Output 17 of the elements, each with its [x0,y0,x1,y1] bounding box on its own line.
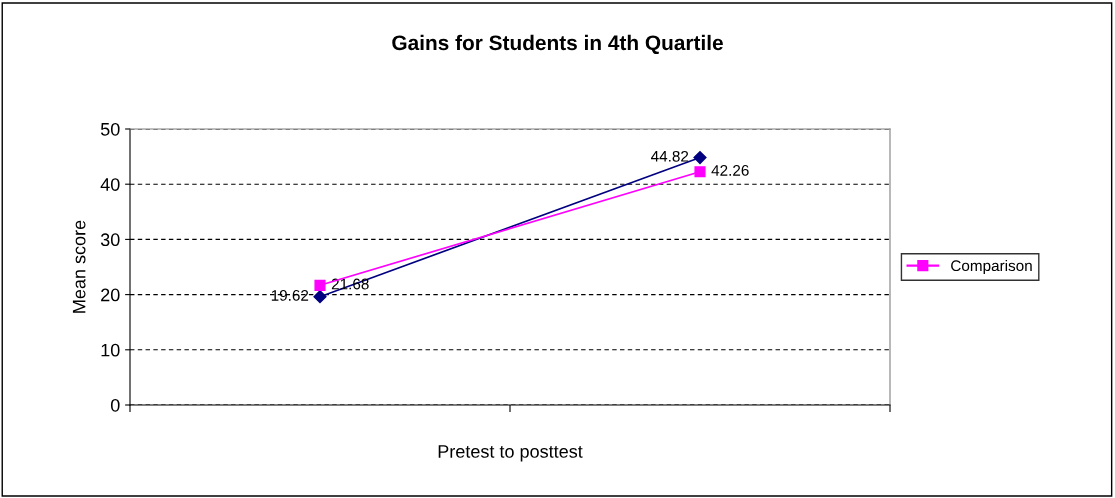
legend-label: Comparison [951,259,1032,275]
chart-title: Gains for Students in 4th Quartile [392,34,723,55]
x-axis-title: Pretest to posttest [438,445,583,462]
point [313,290,327,304]
y-tick-label: 50 [100,122,120,136]
point [694,166,706,178]
point [314,279,326,291]
data-label: 44.82 [651,150,689,162]
y-tick-label: 40 [100,178,120,191]
y-tick-label: 10 [101,343,120,357]
y-tick-label: 30 [100,233,120,247]
y-tick-label: 20 [101,288,120,302]
y-tick-label: 0 [110,398,120,412]
point [693,151,707,165]
data-label: 42.26 [711,165,749,176]
data-label: 19.62 [271,289,309,301]
y-axis-title: Mean score [72,220,86,313]
